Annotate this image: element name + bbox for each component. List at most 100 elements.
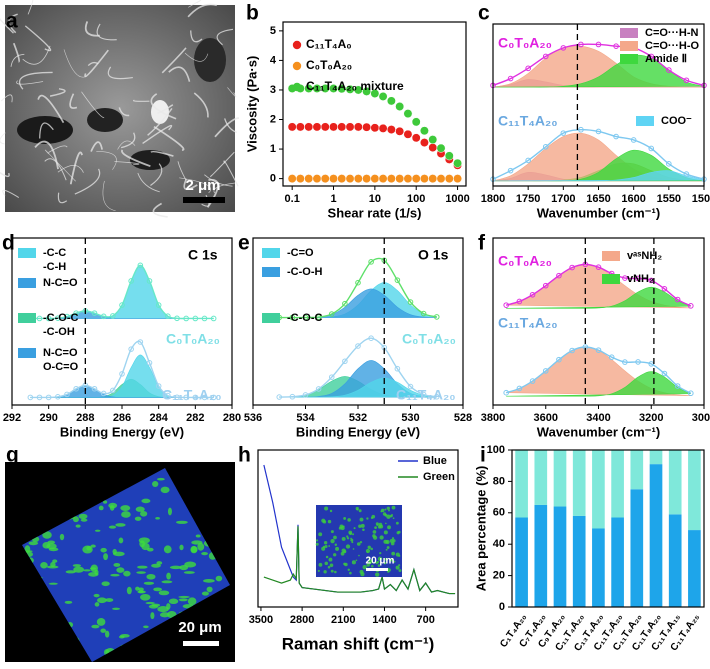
- data-point: [315, 386, 322, 392]
- data-point: [91, 385, 98, 392]
- inset-speckle: [366, 551, 369, 553]
- annotation: C₁₁T₄A₂₀: [498, 113, 558, 129]
- inset-speckle: [366, 563, 370, 567]
- data-point: [73, 385, 79, 392]
- speckle: [140, 510, 148, 517]
- x-tick-label: 10: [369, 193, 381, 205]
- series-line: [263, 526, 456, 595]
- speckle: [175, 520, 188, 524]
- data-point: [355, 279, 361, 286]
- inset-speckle: [386, 546, 390, 549]
- x-tick-label: 1750: [516, 193, 540, 205]
- data-point: [411, 117, 421, 127]
- speckle: [151, 563, 161, 568]
- inset-speckle: [329, 563, 334, 568]
- data-point: [674, 383, 681, 389]
- speckle: [197, 542, 205, 551]
- sem-pore: [87, 108, 123, 132]
- speckle: [157, 606, 169, 613]
- data-point: [436, 143, 446, 153]
- inset-speckle: [325, 555, 329, 559]
- legend-swatch: [602, 274, 620, 284]
- speckle: [183, 571, 195, 574]
- data-point: [613, 133, 619, 140]
- speckle: [28, 541, 39, 546]
- bar-segment: [572, 515, 586, 607]
- speckle: [88, 572, 99, 577]
- y-axis-label: Viscosity (Pa·s): [244, 56, 259, 153]
- inset-speckle: [386, 506, 390, 510]
- inset-speckle: [333, 553, 337, 557]
- speckle: [166, 603, 171, 610]
- inset-speckle: [328, 557, 333, 562]
- y-tick-label: 0: [270, 173, 276, 185]
- inset-speckle: [385, 548, 388, 551]
- inset-speckle: [329, 509, 333, 513]
- inset-speckle: [358, 524, 362, 528]
- data-point: [630, 137, 637, 143]
- data-point: [165, 392, 171, 399]
- inset-speckle: [341, 536, 346, 541]
- legend-label: -C=O: [287, 247, 314, 259]
- inset-speckle: [356, 542, 361, 546]
- data-point: [337, 122, 347, 132]
- sem-fiber: [37, 94, 65, 124]
- data-point: [428, 143, 438, 153]
- data-point: [201, 394, 208, 401]
- data-point: [542, 53, 549, 60]
- data-point: [27, 394, 34, 401]
- data-point: [635, 275, 641, 282]
- speckle: [40, 562, 48, 569]
- inset-speckle: [322, 545, 326, 549]
- speckle: [203, 578, 215, 583]
- legend-swatch: [18, 313, 36, 323]
- sem-fiber: [0, 94, 13, 103]
- confocal-volume: [22, 468, 230, 662]
- legend-label: C₁₁T₄A₀: [306, 37, 352, 51]
- scale-bar-label: 2 μm: [185, 177, 220, 194]
- x-tick-label: 3500: [249, 614, 273, 626]
- bar-segment: [630, 489, 644, 607]
- data-point: [666, 161, 672, 167]
- sem-fiber: [57, 192, 68, 204]
- speckle: [101, 581, 110, 587]
- data-point: [683, 171, 690, 177]
- inset-speckle: [347, 568, 350, 571]
- inset-speckle: [346, 537, 350, 540]
- data-point: [666, 67, 672, 73]
- legend-swatch: [620, 41, 638, 51]
- series-line: [279, 337, 437, 398]
- data-point: [525, 157, 531, 164]
- sem-fiber: [227, 87, 237, 98]
- sem-fiber: [84, 49, 109, 78]
- legend-label: -C-OH: [43, 326, 75, 338]
- data-point: [542, 368, 549, 374]
- y-tick-label: 60: [493, 507, 505, 519]
- inset-speckle: [351, 560, 356, 565]
- data-point: [395, 174, 405, 184]
- bar-segment: [649, 464, 663, 607]
- panel-label: a: [6, 10, 18, 33]
- inset-speckle: [334, 570, 337, 574]
- inset-speckle: [392, 539, 396, 543]
- inset-speckle: [392, 517, 395, 519]
- sem-fiber: [16, 80, 44, 85]
- data-point: [569, 347, 575, 354]
- sem-fiber: [224, 118, 238, 134]
- data-point: [320, 174, 330, 184]
- sem-fiber: [152, 202, 168, 218]
- data-point: [55, 315, 61, 321]
- sem-fiber: [187, 3, 218, 18]
- data-point: [613, 43, 619, 49]
- legend-swatch: [602, 251, 620, 261]
- data-point: [201, 315, 208, 322]
- inset-speckle: [350, 538, 354, 542]
- series-line: [279, 257, 437, 319]
- sem-fiber: [184, 52, 209, 62]
- inset-speckle: [324, 561, 329, 566]
- peak-area: [506, 286, 691, 309]
- data-point: [64, 313, 70, 320]
- speckle: [108, 525, 117, 529]
- data-point: [287, 174, 297, 184]
- x-tick-label: 1400: [372, 614, 396, 626]
